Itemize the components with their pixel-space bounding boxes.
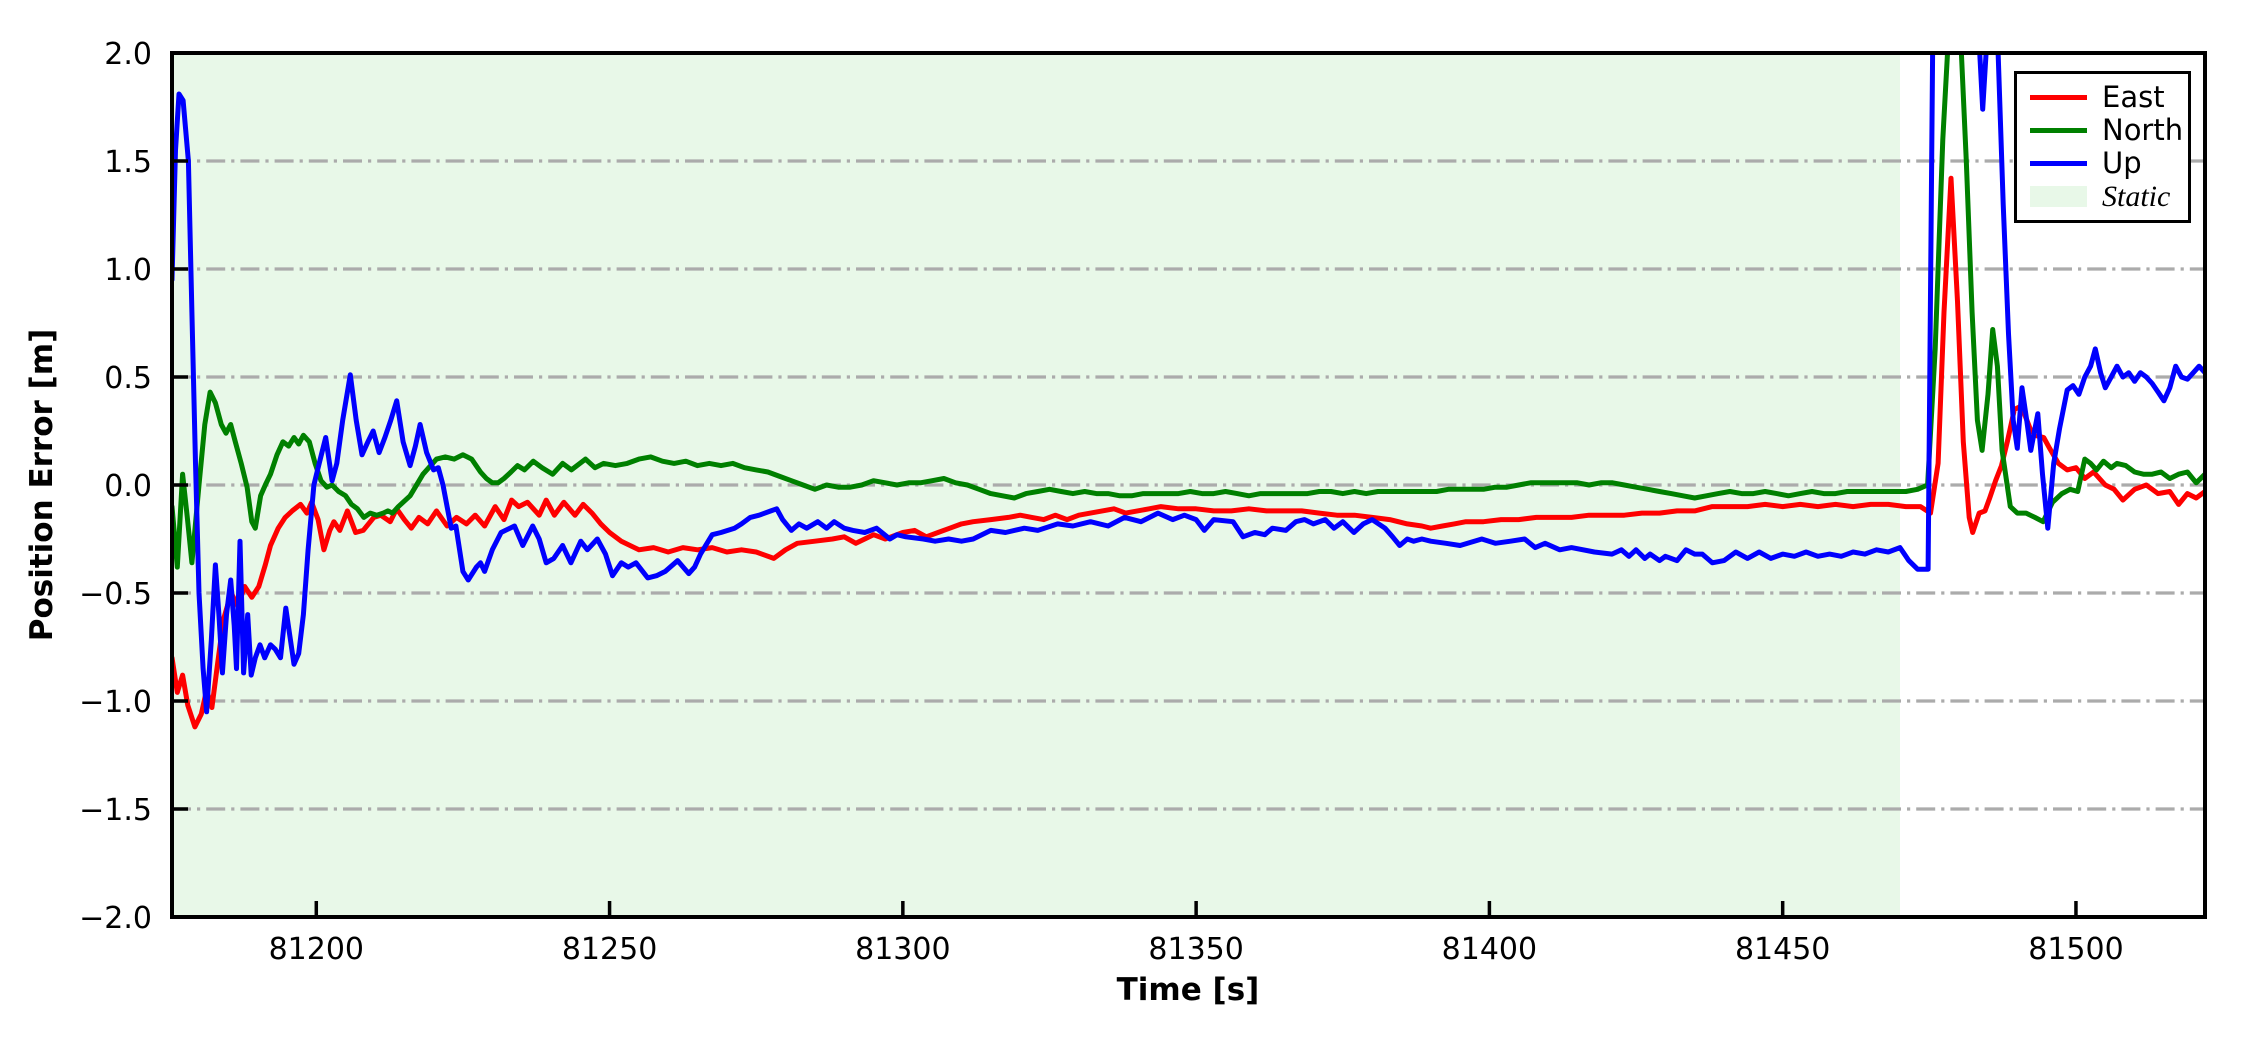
legend-item-north: North [2030, 114, 2188, 147]
y-tick-label: −0.5 [79, 577, 152, 612]
series-line-north [172, 53, 2205, 570]
y-tick-label: 1.5 [104, 145, 152, 180]
y-tick-label: −2.0 [79, 901, 152, 936]
y-tick-label: 0.5 [104, 361, 152, 396]
east-line-swatch [2030, 95, 2087, 100]
y-tick-label: 2.0 [104, 37, 152, 72]
x-tick-label: 81250 [562, 932, 657, 967]
legend-item-up: Up [2030, 147, 2188, 180]
x-tick-label: 81300 [855, 932, 950, 967]
x-tick-label: 81500 [2028, 932, 2123, 967]
y-tick-label: 1.0 [104, 253, 152, 288]
series-line-east [172, 175, 2205, 730]
legend-label-up: Up [2102, 146, 2142, 180]
x-tick-label: 81400 [1442, 932, 1537, 967]
up-line-swatch [2030, 161, 2087, 166]
x-tick-label: 81200 [269, 932, 364, 967]
legend-item-east: East [2030, 81, 2188, 114]
static-patch-swatch [2030, 186, 2087, 207]
legend: East North Up Static [2014, 71, 2191, 223]
x-axis-label: Time [s] [1117, 972, 1260, 1008]
legend-label-east: East [2102, 80, 2165, 114]
y-tick-label: −1.5 [79, 793, 152, 828]
legend-label-north: North [2102, 113, 2184, 147]
legend-label-static: Static [2102, 180, 2171, 213]
plot-area: 81200 81250 81300 81350 81400 81450 81500 −2.0 −… [79, 37, 2207, 967]
north-line-swatch [2030, 128, 2087, 133]
x-tick-label: 81450 [1735, 932, 1830, 967]
y-axis-label: Position Error [m] [24, 329, 60, 641]
y-tick-label: −1.0 [79, 685, 152, 720]
y-tick-label: 0.0 [104, 469, 152, 504]
series-line-up [172, 53, 2205, 715]
x-tick-label: 81350 [1148, 932, 1243, 967]
series-group [172, 53, 2205, 730]
legend-item-static: Static [2030, 180, 2188, 213]
